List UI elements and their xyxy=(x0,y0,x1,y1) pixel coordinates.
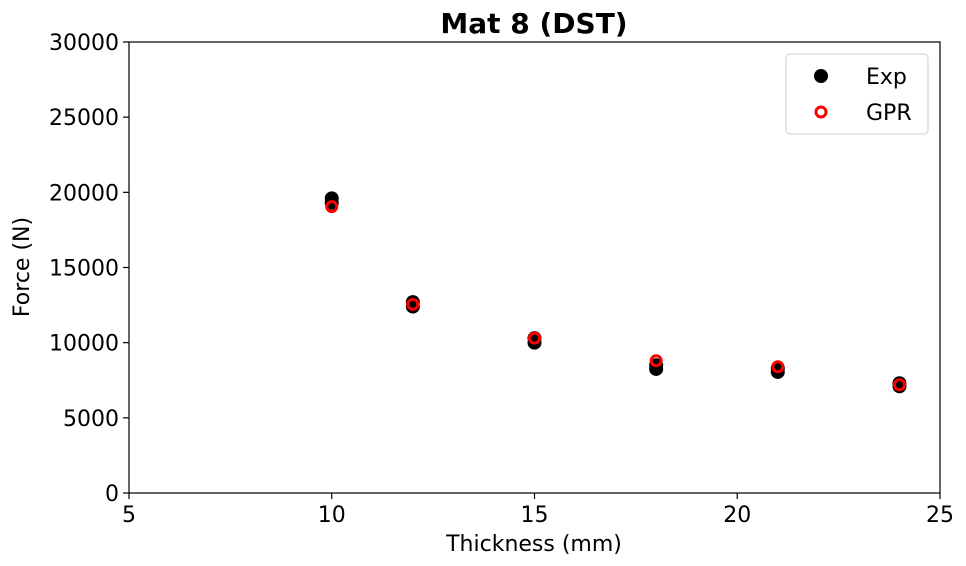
y-tick-label: 20000 xyxy=(49,181,119,206)
y-axis-label: Force (N) xyxy=(10,217,35,317)
x-axis-label: Thickness (mm) xyxy=(445,532,622,557)
data-point-gpr xyxy=(406,297,420,311)
x-tick-label: 15 xyxy=(521,503,549,528)
legend: Exp GPR xyxy=(785,53,929,135)
y-tick-label: 0 xyxy=(105,482,119,507)
data-point-gpr xyxy=(528,331,541,345)
y-tick-label: 15000 xyxy=(49,257,119,282)
legend-marker-exp xyxy=(814,69,828,83)
legend-label-gpr: GPR xyxy=(866,101,912,126)
series-gpr xyxy=(325,200,906,392)
series-exp xyxy=(324,191,907,394)
plot-area: 5 10 15 20 25 0 5000 10000 15000 20000 25000 30000 xyxy=(49,31,954,528)
data-point-gpr xyxy=(649,354,663,368)
x-tick-label: 5 xyxy=(122,503,136,528)
y-tick-label: 10000 xyxy=(49,332,119,357)
legend-label-exp: Exp xyxy=(866,65,907,90)
data-point-gpr xyxy=(771,360,785,374)
x-tick-label: 10 xyxy=(318,503,346,528)
x-tick-label: 25 xyxy=(926,503,954,528)
y-tick-label: 30000 xyxy=(49,31,119,56)
x-tick-label: 20 xyxy=(723,503,751,528)
y-tick-label: 5000 xyxy=(63,407,119,432)
y-tick-label: 25000 xyxy=(49,106,119,131)
data-point-gpr xyxy=(325,200,339,214)
legend-marker-gpr xyxy=(814,105,828,119)
chart-title: Mat 8 (DST) xyxy=(440,7,627,40)
data-point-gpr xyxy=(892,378,906,392)
